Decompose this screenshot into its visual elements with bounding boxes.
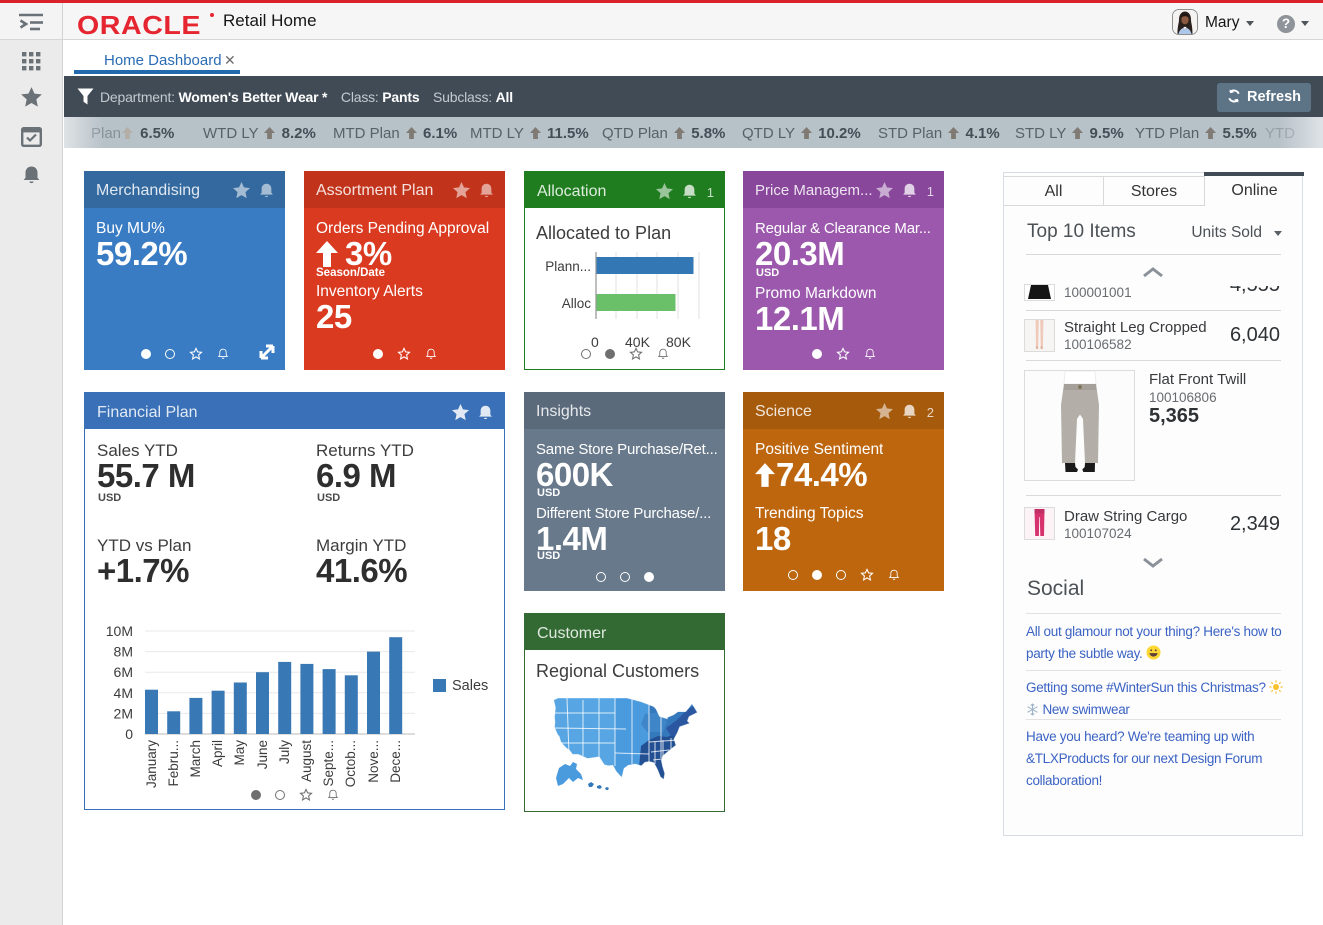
svg-text:0: 0 xyxy=(125,726,133,742)
svg-text:6M: 6M xyxy=(114,664,133,680)
svg-text:4M: 4M xyxy=(114,685,133,701)
svg-text:2M: 2M xyxy=(114,705,133,721)
svg-text:10M: 10M xyxy=(106,623,133,639)
svg-text:Alloc: Alloc xyxy=(562,296,592,311)
svg-text:Plann...: Plann... xyxy=(545,259,591,274)
svg-text:8M: 8M xyxy=(114,644,133,660)
svg-text:Sales: Sales xyxy=(452,678,488,694)
